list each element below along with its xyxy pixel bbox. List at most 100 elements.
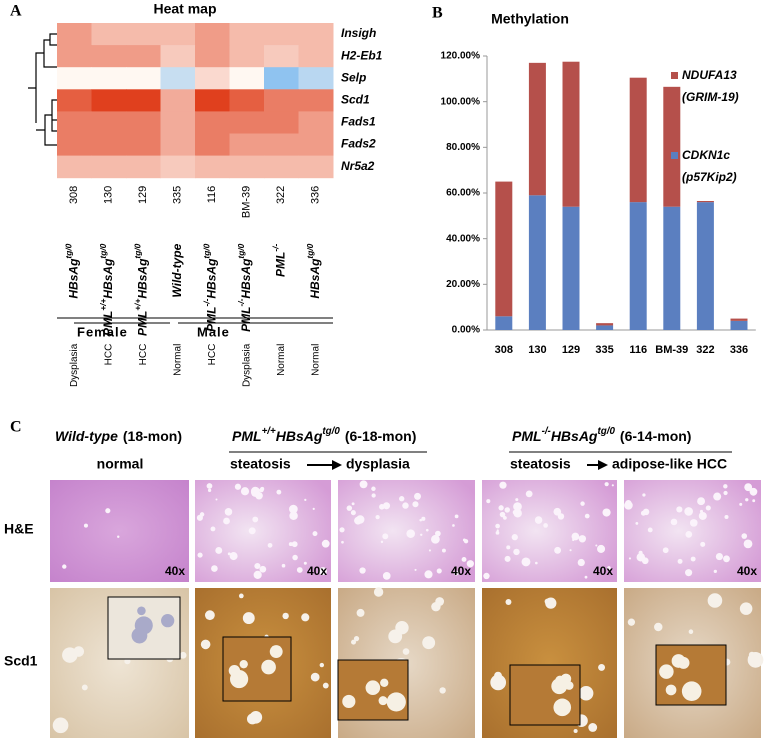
vacuole (105, 508, 111, 514)
bar-segment (528, 62, 546, 196)
column-label: 336 (310, 186, 322, 204)
vacuole (534, 516, 543, 524)
group-genotype: Wild-type (18-mon) (55, 428, 182, 444)
vacuole (607, 566, 611, 570)
vacuole (276, 489, 282, 495)
heat-cell (229, 111, 265, 134)
text-part: tg/0 (236, 243, 246, 258)
stage-label: steatosis (230, 456, 291, 472)
row-label: H2-Eb1 (341, 48, 383, 62)
column-label: 308 (68, 186, 80, 204)
vacuole (511, 534, 518, 541)
vacuole (499, 481, 507, 489)
heat-cell (126, 111, 161, 134)
vacuole (580, 501, 585, 506)
heat-cell (126, 89, 161, 112)
inset-cell (269, 645, 283, 659)
vacuole (554, 546, 562, 554)
diagnosis-label: Normal (310, 344, 321, 376)
vacuole (402, 502, 409, 509)
vacuole (505, 599, 512, 605)
he-image (624, 480, 761, 582)
vacuole (584, 575, 588, 579)
vacuole (723, 555, 730, 563)
vacuole (578, 535, 587, 543)
vacuole (207, 488, 212, 493)
heat-cell (264, 155, 299, 179)
heat-cell (91, 23, 127, 46)
vacuole (595, 544, 598, 547)
vacuole (670, 518, 678, 526)
vacuole (254, 562, 261, 570)
heat-cell (229, 89, 265, 112)
magnification: 40x (307, 564, 327, 578)
vacuole (356, 515, 365, 524)
heat-cell (126, 23, 161, 46)
diagnosis-label: Normal (276, 344, 287, 376)
vacuole (535, 561, 538, 565)
y-tick-label: 100.00% (441, 96, 481, 107)
vacuole (486, 499, 491, 504)
vacuole (677, 558, 683, 564)
bar-segment (596, 323, 614, 326)
vacuole (242, 612, 255, 625)
vacuole (252, 516, 259, 523)
vacuole (301, 613, 310, 622)
vacuole (321, 539, 330, 548)
heat-cell (160, 23, 196, 46)
heat-cell (229, 45, 265, 68)
vacuole (441, 548, 446, 553)
column-label: 335 (172, 186, 184, 204)
bar-segment (562, 206, 580, 330)
column-label: 129 (137, 186, 149, 204)
diagnosis-label: Dysplasia (69, 343, 80, 387)
inset-cell (135, 619, 148, 632)
panel-label: C (10, 419, 22, 436)
text-part: Wild-type (170, 243, 184, 297)
arrow-head (598, 460, 608, 470)
vacuole (350, 510, 356, 516)
vacuole (503, 515, 507, 520)
row-label: Fads1 (341, 115, 376, 129)
vacuole (322, 682, 329, 689)
he-image (195, 480, 331, 582)
bar-segment (730, 318, 748, 321)
heat-cell (91, 89, 127, 112)
heat-cell (264, 89, 299, 112)
vacuole (319, 662, 325, 668)
heat-cell (160, 67, 196, 90)
diagnosis-label: HCC (138, 344, 149, 366)
vacuole (461, 557, 467, 562)
vacuole (246, 713, 258, 725)
heat-cell (91, 133, 127, 157)
vacuole (291, 541, 298, 548)
he-image (50, 480, 189, 582)
y-tick-label: 20.00% (446, 279, 480, 290)
heat-cell (195, 155, 230, 179)
y-tick-label: 0.00% (452, 325, 480, 336)
column-label: 130 (103, 186, 115, 204)
vacuole (395, 621, 409, 635)
row-label: Nr5a2 (341, 159, 375, 173)
sex-group-label: Female (77, 324, 128, 339)
vacuole (685, 569, 693, 577)
magnification: 40x (737, 564, 757, 578)
vacuole (224, 508, 233, 516)
vacuole (676, 506, 683, 513)
he-image (338, 480, 475, 582)
inset-cell (681, 681, 702, 701)
he-image (482, 480, 617, 582)
vacuole (685, 530, 693, 538)
inset (509, 664, 581, 726)
text-part: -/- (201, 298, 211, 306)
inset-cell (386, 692, 406, 712)
vacuole (380, 540, 384, 544)
vacuole (684, 507, 693, 516)
vacuole (371, 493, 376, 498)
vacuole (627, 618, 636, 626)
inset-cell (239, 659, 248, 669)
vacuole (234, 483, 242, 490)
heat-cell (195, 111, 230, 134)
heat-cell (160, 111, 196, 134)
vacuole (250, 486, 260, 496)
